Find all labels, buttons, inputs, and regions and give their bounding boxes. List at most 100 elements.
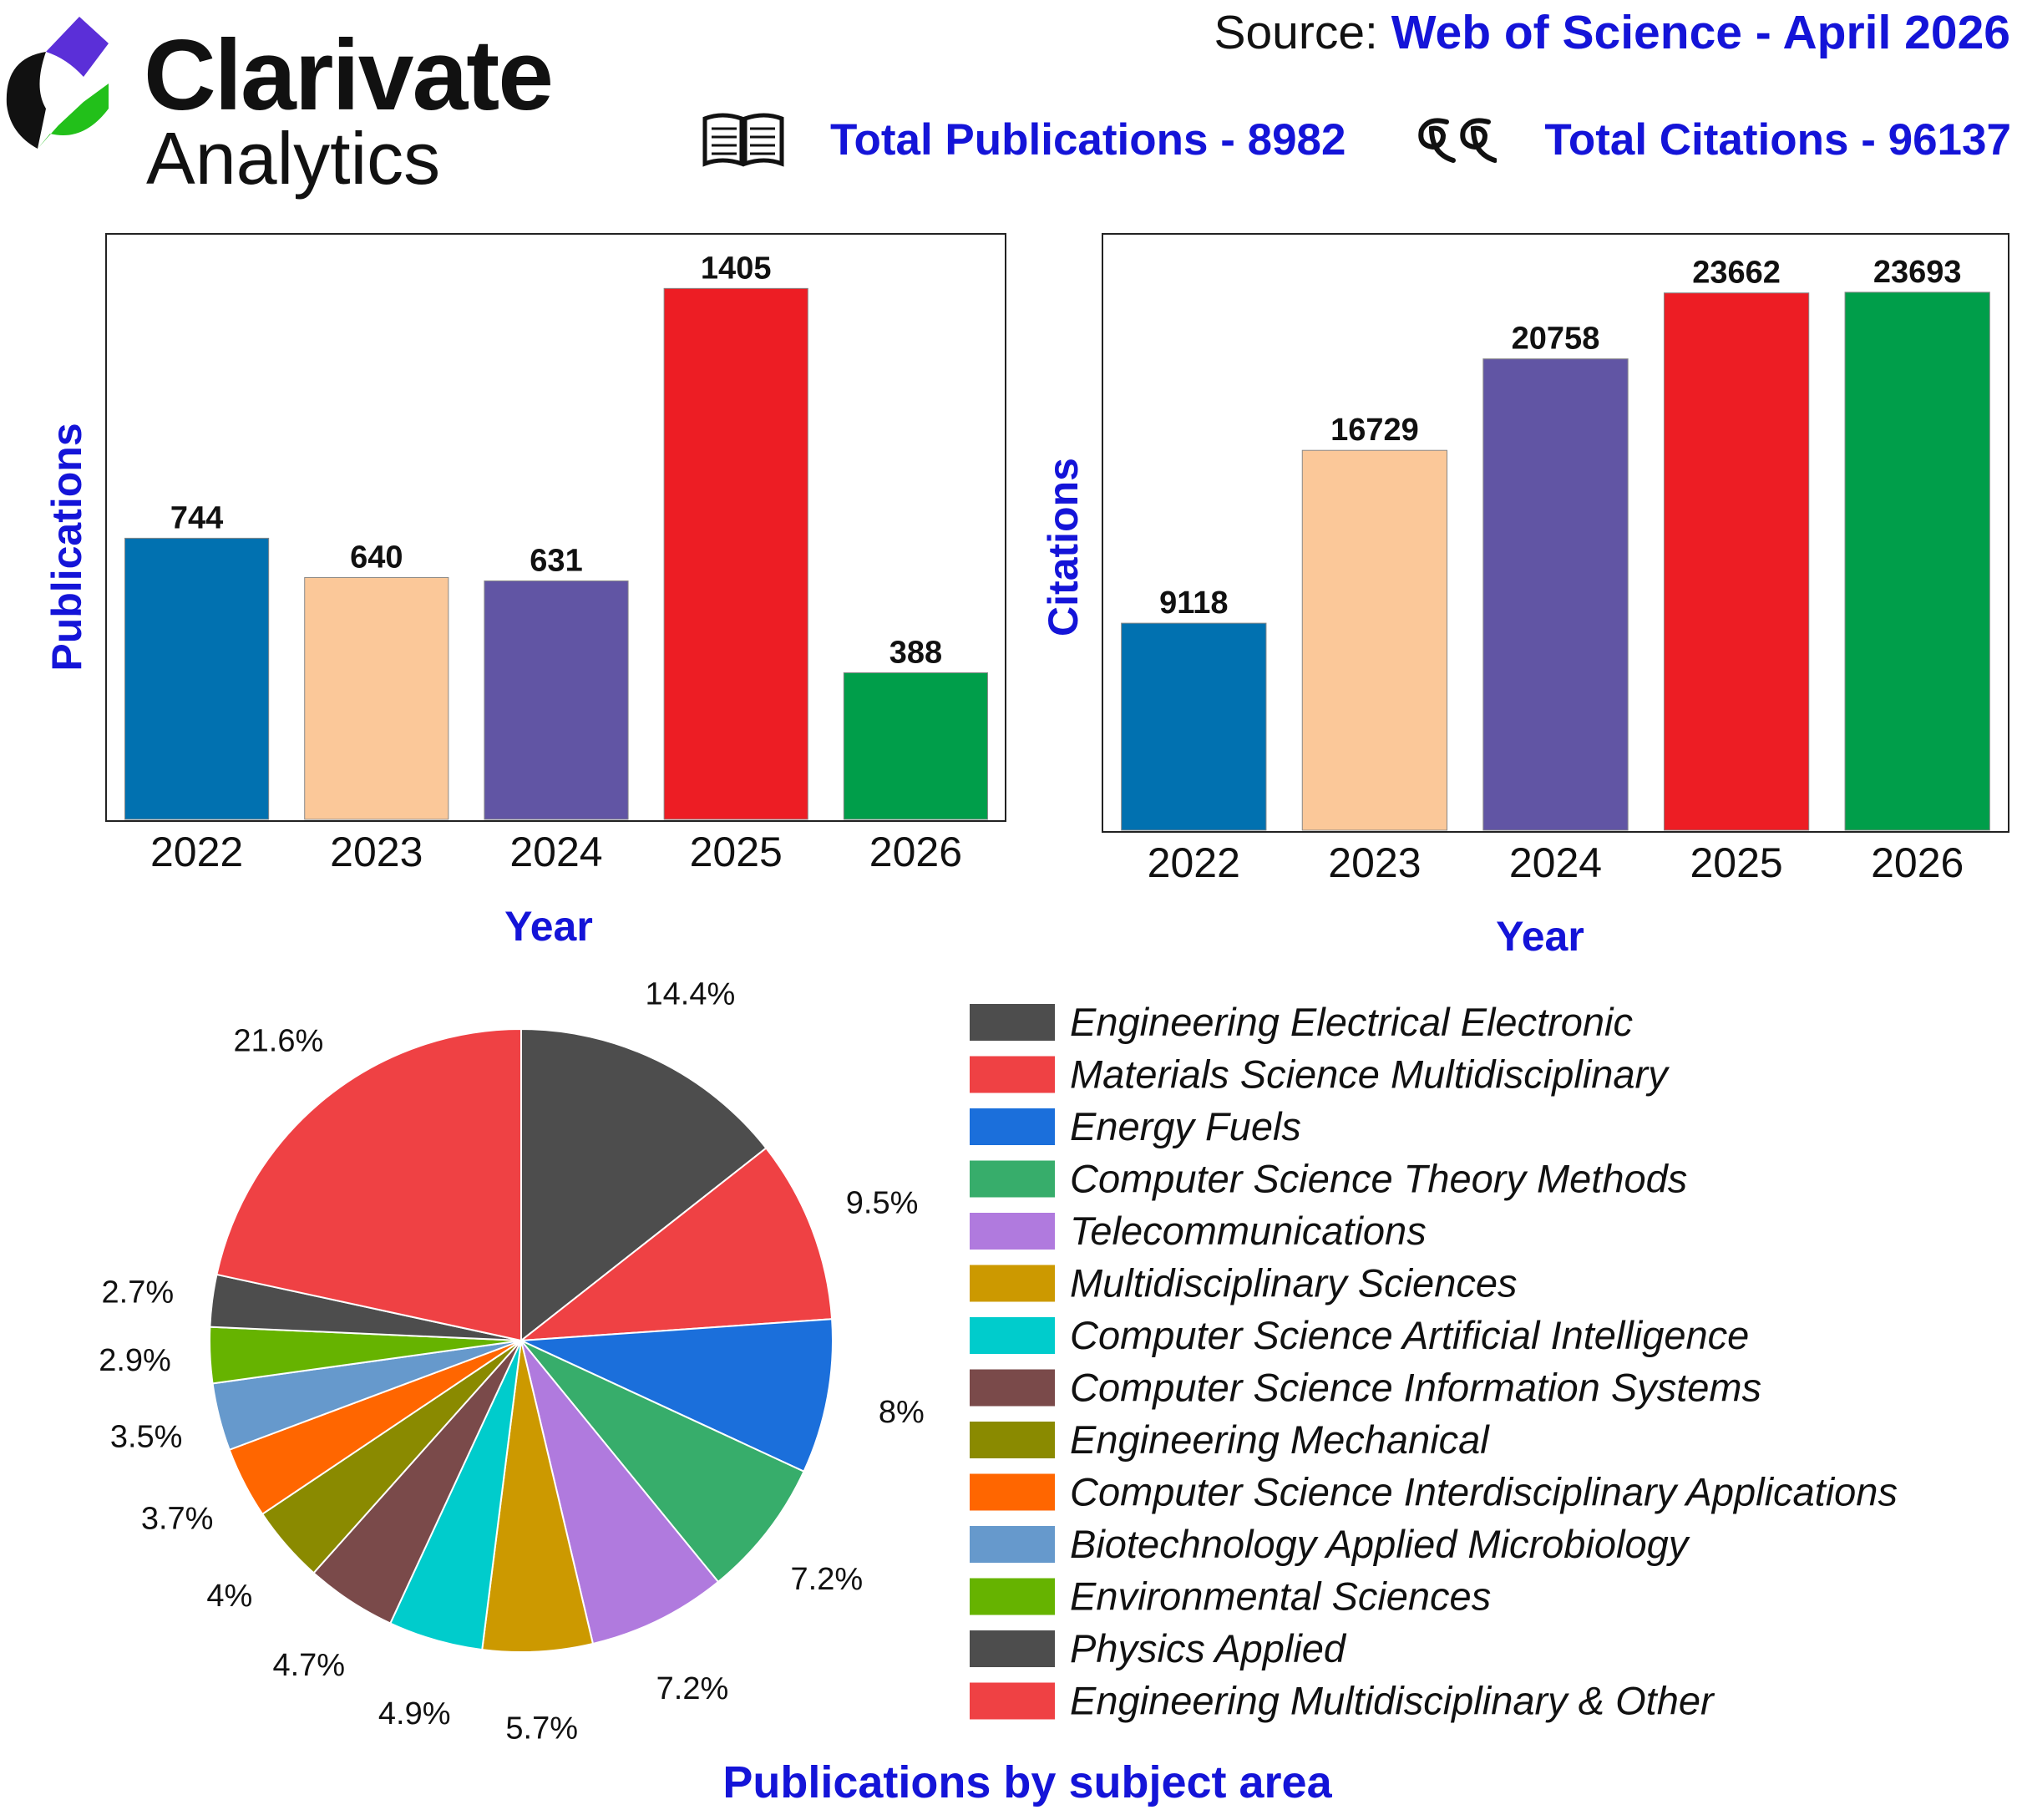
citations-x-tick-2023: 2023 [1328,839,1421,886]
legend-label-10: Computer Science Interdisciplinary Appli… [1070,1470,1898,1514]
citations-x-tick-2026: 2026 [1871,839,1964,886]
legend-label-1: Engineering Electrical Electronic [1070,1000,1633,1044]
pie-percent-label-14: 21.6% [234,1024,324,1059]
pie-chart-title: Publications by subject area [722,1757,1332,1807]
citations-x-tick-2024: 2024 [1509,839,1602,886]
publications-x-tick-2023: 2023 [330,829,423,875]
legend-swatch-9 [970,1422,1055,1458]
citations-plot-frame [1102,233,2009,833]
legend-swatch-11 [970,1526,1055,1563]
publications-x-tick-2022: 2022 [150,829,243,875]
logo-dark-arc [6,52,46,149]
pie-percent-label-11: 3.5% [110,1420,183,1455]
quote-marks-icon [1418,118,1497,163]
citations-data-label-2024: 20758 [1512,322,1600,357]
pie-slice-3 [520,1318,834,1473]
publications-x-tick-2024: 2024 [509,829,602,875]
legend-label-12: Environmental Sciences [1070,1574,1491,1619]
legend-label-11: Biotechnology Applied Microbiology [1070,1522,1690,1566]
legend-swatch-6 [970,1265,1055,1302]
legend-label-14: Engineering Multidisciplinary & Other [1070,1679,1715,1723]
publications-x-axis-label: Year [504,903,593,950]
legend-swatch-10 [970,1473,1055,1511]
brand-subname: Analytics [146,117,441,200]
logo-green-arc [38,84,109,149]
pie-percent-label-12: 2.9% [99,1343,171,1378]
publications-x-tick-2026: 2026 [869,829,962,875]
pie-percent-label-1: 14.4% [646,977,736,1012]
citations-y-axis-label: Citations [1040,458,1087,636]
citations-data-label-2026: 23693 [1873,255,1962,290]
pie-percent-label-9: 4% [206,1579,252,1614]
legend-swatch-2 [970,1056,1055,1093]
publications-data-label-2023: 640 [350,540,403,575]
citations-bar-2024 [1482,358,1629,831]
subject-area-pie-chart: 14.4% 9.5% 8% 7.2% 7.2% 5.7% 4.9% 4.7% 4% 3.7% 3.5… [99,977,1898,1807]
total-publications: Total Publications - 8982 [830,115,1346,165]
totals-bar: Total Publications - 8982 Total Citation… [702,107,2013,174]
publications-x-tick-2025: 2025 [690,829,783,875]
publications-bar-2026 [843,672,988,820]
citations-data-label-2023: 16729 [1330,413,1419,448]
pie-slice-6 [481,1340,595,1653]
legend-swatch-5 [970,1213,1055,1250]
legend-swatch-4 [970,1160,1055,1198]
citations-chart: 9118 2022 16729 2023 20758 2024 23662 2025 23693… [1040,233,2009,960]
legend-swatch-1 [970,1004,1055,1041]
legend-label-13: Physics Applied [1070,1626,1347,1670]
publications-data-label-2025: 1405 [701,251,772,286]
open-book-icon [702,113,784,167]
pie-slice-4 [520,1340,805,1584]
legend-swatch-13 [970,1630,1055,1667]
pie-slice-2 [518,1147,834,1342]
citations-bars: 9118 2022 16729 2023 20758 2024 23662 2025 23693… [1121,255,1990,886]
pie-percent-label-5: 7.2% [656,1671,729,1706]
brand-name: Clarivate [144,19,554,131]
citations-bar-2026 [1844,292,1990,831]
legend-label-3: Energy Fuels [1070,1104,1301,1148]
pie-percent-label-3: 8% [879,1395,925,1430]
legend-swatch-14 [970,1682,1055,1720]
pie-percent-label-4: 7.2% [791,1562,864,1597]
legend-swatch-8 [970,1369,1055,1407]
pie-percent-label-2: 9.5% [846,1186,919,1221]
logo-purple-arc [46,17,109,77]
citations-bar-2022 [1121,622,1267,831]
legend-label-5: Telecommunications [1070,1209,1427,1253]
publications-data-label-2024: 631 [530,544,582,579]
publications-bar-2024 [484,580,629,820]
legend-label-2: Materials Science Multidisciplinary [1070,1052,1670,1097]
citations-bar-2025 [1663,292,1810,831]
pie-percent-label-7: 4.9% [378,1696,451,1731]
pie-slice-1 [520,1027,768,1343]
legend-label-9: Engineering Mechanical [1070,1417,1490,1462]
pie-percent-label-13: 2.7% [102,1275,175,1311]
publications-y-axis-label: Publications [43,423,90,671]
citations-data-label-2022: 9118 [1159,586,1228,621]
publications-bars: 744 2022 640 2023 631 2024 1405 2025 388 2026 [124,251,988,875]
pie-percent-label-10: 3.7% [141,1501,214,1536]
pie-percent-labels: 14.4% 9.5% 8% 7.2% 7.2% 5.7% 4.9% 4.7% 4% 3.7% 3.5… [99,977,925,1746]
legend-label-8: Computer Science Information Systems [1070,1366,1761,1410]
publications-chart: 744 2022 640 2023 631 2024 1405 2025 388 2026 Pub… [43,233,1006,950]
total-citations: Total Citations - 96137 [1544,115,2011,165]
pie-percent-label-6: 5.7% [505,1711,578,1746]
publications-bar-2025 [663,287,808,820]
citations-x-axis-label: Year [1496,913,1584,960]
pie-slices [209,1027,834,1653]
clarivate-logo-mark [6,17,109,149]
source-line: Source: Web of Science - April 2026 [1214,3,2010,62]
legend-swatch-7 [970,1317,1055,1354]
source-value: Web of Science - April 2026 [1391,6,2010,59]
legend-swatch-3 [970,1108,1055,1145]
pie-percent-label-8: 4.7% [272,1648,345,1683]
legend-label-7: Computer Science Artificial Intelligence [1070,1313,1749,1357]
pie-legend: Engineering Electrical Electronic Materia… [970,1000,1898,1723]
citations-data-label-2025: 23662 [1692,256,1781,291]
publications-bar-2022 [124,537,270,820]
citations-x-tick-2022: 2022 [1148,839,1240,886]
publications-data-label-2022: 744 [170,500,223,535]
legend-label-6: Multidisciplinary Sciences [1070,1261,1517,1305]
publications-plot-frame [105,233,1006,822]
